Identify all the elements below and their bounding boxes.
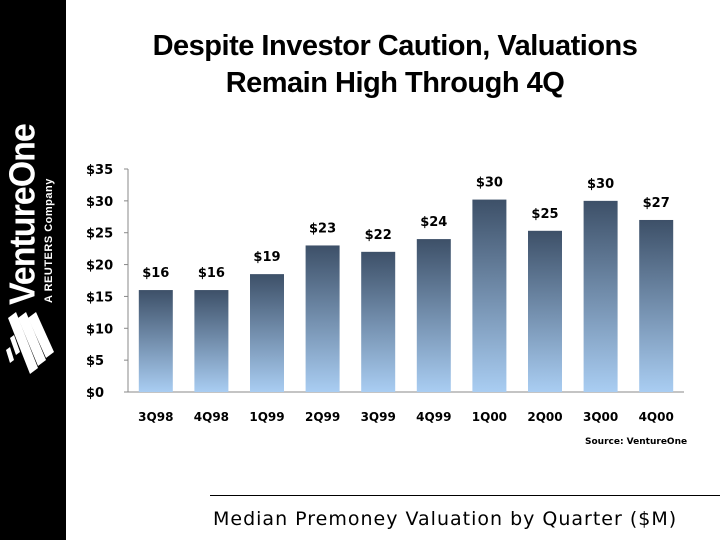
data-label: $25: [531, 207, 558, 222]
y-tick-label: $30: [86, 195, 113, 210]
y-tick-label: $10: [86, 322, 113, 337]
bar: [583, 200, 618, 392]
x-tick-label: 3Q00: [583, 410, 618, 424]
chart-title-line-1: Despite Investor Caution, Valuations: [152, 30, 638, 62]
bar: [472, 199, 507, 392]
bar: [416, 239, 451, 392]
bar: [250, 274, 284, 392]
data-label: $16: [142, 266, 169, 281]
bar: [639, 219, 674, 392]
x-tick-label: 4Q00: [639, 410, 674, 424]
source-note: Source: VentureOne: [585, 437, 688, 447]
data-label: $19: [253, 250, 280, 265]
data-label: $27: [643, 196, 670, 211]
x-tick-label: 1Q00: [472, 410, 507, 424]
y-tick-label: $15: [86, 290, 113, 305]
x-tick-label: 2Q99: [305, 410, 340, 424]
chart-title-line-2: Remain High Through 4Q: [225, 67, 565, 99]
bar: [138, 290, 173, 392]
x-tick-label: 3Q98: [138, 410, 173, 424]
y-tick-label: $0: [86, 386, 104, 401]
x-tick-label: 2Q00: [527, 410, 562, 424]
data-label: $24: [420, 215, 447, 230]
bar: [194, 290, 229, 392]
data-label: $23: [309, 221, 336, 236]
bar: [361, 251, 396, 392]
brand-sidebar: VentureOne A REUTERS Company: [0, 0, 66, 540]
x-tick-label: 1Q99: [249, 410, 284, 424]
x-tick-label: 4Q98: [194, 410, 229, 424]
y-tick-label: $5: [86, 354, 104, 369]
y-tick-label: $35: [86, 163, 113, 178]
bar: [528, 230, 562, 392]
venture-one-logo-icon: [6, 312, 54, 374]
data-label: $30: [587, 177, 614, 192]
divider-line: [210, 495, 720, 496]
bar: [305, 245, 340, 392]
chart-title: Despite Investor Caution, Valuations Rem…: [70, 28, 720, 102]
x-tick-label: 3Q99: [361, 410, 396, 424]
data-label: $22: [365, 228, 392, 243]
y-tick-label: $25: [86, 227, 113, 242]
y-tick-label: $20: [86, 259, 113, 274]
bar-chart: $0 $5 $10 $15 $20 $25 $30 $35 3Q98 $16 4Q98 $16 1Q99…: [86, 163, 684, 424]
data-label: $16: [198, 266, 225, 281]
x-tick-label: 4Q99: [416, 410, 451, 424]
chart-subtitle: Median Premoney Valuation by Quarter ($M…: [213, 508, 678, 530]
data-label: $30: [476, 176, 503, 191]
